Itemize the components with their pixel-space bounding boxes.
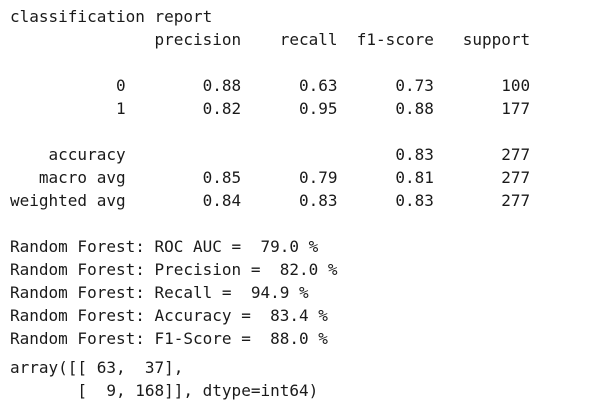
classification-report: classification report precision recall f… [10, 5, 590, 212]
report-summary-row: macro avg 0.85 0.79 0.81 277 [10, 168, 531, 187]
report-summary-row: weighted avg 0.84 0.83 0.83 277 [10, 191, 531, 210]
spacer [10, 212, 590, 235]
metric-line: Random Forest: Recall = 94.9 % [10, 283, 309, 302]
spacer [10, 120, 590, 143]
metric-line: Random Forest: Accuracy = 83.4 % [10, 306, 328, 325]
report-summary-row: accuracy 0.83 277 [10, 145, 531, 164]
metrics-list: Random Forest: ROC AUC = 79.0 % Random Fo… [10, 235, 590, 350]
confusion-matrix-line-1: array([[ 63, 37], [10, 358, 184, 377]
report-row: 1 0.82 0.95 0.88 177 [10, 99, 531, 118]
report-header: precision recall f1-score support [10, 30, 531, 49]
confusion-matrix-line-2: [ 9, 168]], dtype=int64) [10, 381, 319, 400]
metric-line: Random Forest: ROC AUC = 79.0 % [10, 237, 319, 256]
metric-line: Random Forest: F1-Score = 88.0 % [10, 329, 328, 348]
report-row: 0 0.88 0.63 0.73 100 [10, 76, 531, 95]
spacer [10, 51, 590, 74]
metric-line: Random Forest: Precision = 82.0 % [10, 260, 338, 279]
cell-output: classification report precision recall f… [10, 5, 590, 402]
report-title: classification report [10, 7, 213, 26]
